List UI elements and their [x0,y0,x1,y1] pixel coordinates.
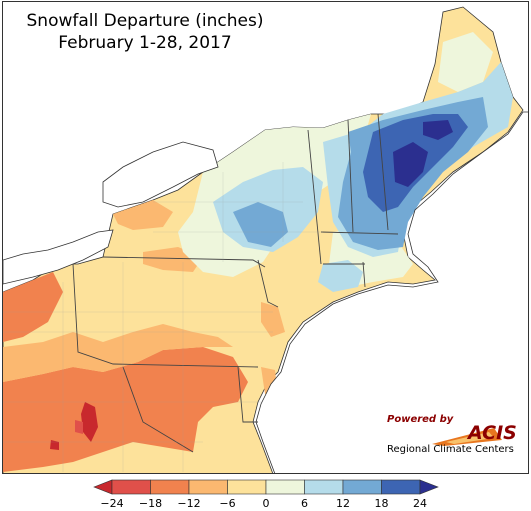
colorbar-bin [150,479,190,495]
lake-ontario [102,141,219,208]
medium-blue-ny [233,202,288,247]
colorbar-svg [93,479,439,495]
colorbar-tick-label: 24 [413,497,427,510]
colorbar-tick-label: −24 [100,497,124,510]
colorbar-bin [265,479,305,495]
light-blue-ct [318,260,363,292]
orange-patch-nj [261,302,285,337]
colorbar-tick-label: 18 [374,497,389,510]
regional-climate-centers-text: Regional Climate Centers [387,444,514,455]
light-green-north [438,32,493,92]
snowfall-departure-map [3,6,528,473]
map-title: Snowfall Departure (inches) February 1-2… [0,10,290,54]
colorbar-tick-label: −12 [177,497,201,510]
colorbar-bin [188,479,228,495]
county-lines [3,162,323,472]
colorbar-tick-label: 6 [301,497,308,510]
title-line-1: Snowfall Departure (inches) [26,11,264,31]
orange-patch-wny [113,200,173,230]
colorbar-bin-max [419,479,439,495]
colorbar-bin [304,479,344,495]
red-spot-3 [75,420,83,434]
colorbar [0,474,531,511]
map-frame [2,1,529,474]
acis-swoosh-icon [432,428,502,446]
colorbar-tick-label: −18 [138,497,163,510]
red-spot-2 [50,440,59,450]
colorbar-tick-label: 0 [262,497,270,510]
title-line-2: February 1-28, 2017 [58,33,232,53]
colorbar-bin [381,479,421,495]
orange-region-west [3,272,63,342]
colorbar-bin [342,479,382,495]
colorbar-bin-min [93,479,113,495]
colorbar-tick-label: −6 [219,497,236,510]
darkest-blue-me [423,120,453,140]
state-borders [72,113,399,453]
colorbar-bin [227,479,267,495]
colorbar-tick-label: 12 [336,497,350,510]
lake-erie [3,229,114,285]
light-orange-south [3,324,233,382]
red-spot-1 [81,402,98,442]
orange-region-south [3,347,248,472]
acis-brand: ACIS [468,422,517,444]
powered-by-text: Powered by [387,414,454,425]
acis-logo: Powered by ACIS Regional Climate Centers [384,414,517,458]
darkest-blue-ne [393,142,428,187]
colorbar-bin [111,479,151,495]
